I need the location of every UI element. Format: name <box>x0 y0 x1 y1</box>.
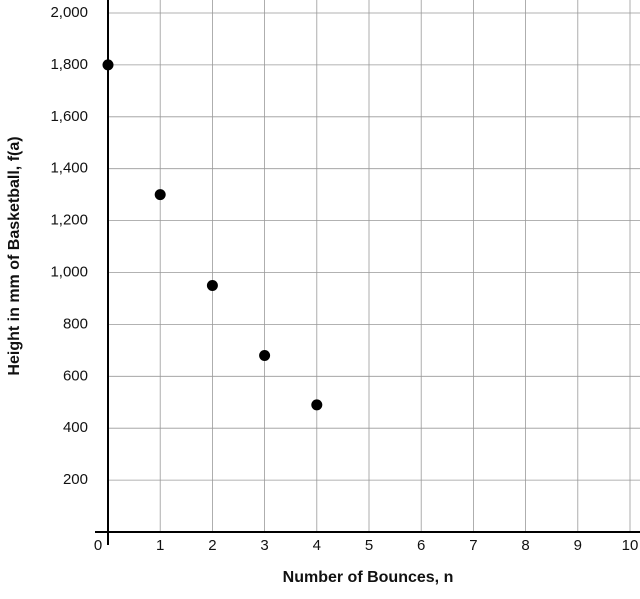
x-tick-label: 0 <box>94 537 102 554</box>
x-tick-label: 3 <box>260 537 268 554</box>
x-tick-label: 7 <box>469 537 477 554</box>
point <box>154 189 166 201</box>
x-tick-label: 8 <box>521 537 529 554</box>
y-tick-label: 1,000 <box>50 263 88 280</box>
x-tick-label: 10 <box>622 537 639 554</box>
point <box>311 399 323 411</box>
y-tick-label: 2,000 <box>50 4 88 21</box>
y-axis-label: Height in mm of Basketball, f(a) <box>6 136 23 375</box>
y-tick-label: 1,600 <box>50 108 88 125</box>
y-tick-label: 600 <box>63 367 88 384</box>
y-tick-label: 800 <box>63 315 88 332</box>
y-tick-label: 1,200 <box>50 212 88 229</box>
x-tick-label: 6 <box>417 537 425 554</box>
y-tick-label: 1,400 <box>50 160 88 177</box>
x-tick-label: 4 <box>313 537 321 554</box>
y-tick-label: 1,800 <box>50 56 88 73</box>
y-tick-label: 200 <box>63 471 88 488</box>
point <box>102 59 114 71</box>
y-tick-label: 400 <box>63 419 88 436</box>
x-tick-label: 9 <box>574 537 582 554</box>
x-tick-label: 5 <box>365 537 373 554</box>
x-axis-label: Number of Bounces, n <box>283 569 454 586</box>
x-tick-label: 2 <box>208 537 216 554</box>
x-tick-label: 1 <box>156 537 164 554</box>
point <box>206 279 218 291</box>
point <box>259 350 271 362</box>
